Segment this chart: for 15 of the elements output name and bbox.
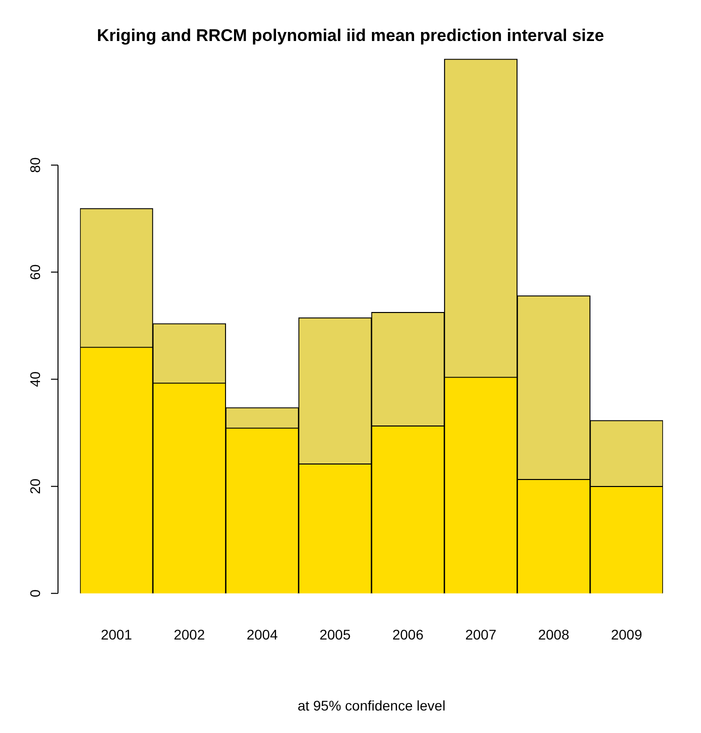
x-tick-label: 2009 bbox=[610, 626, 642, 643]
x-tick-label: 2002 bbox=[174, 626, 206, 643]
x-tick-label: 2005 bbox=[319, 626, 351, 643]
x-tick-label: 2008 bbox=[538, 626, 570, 643]
x-tick-label: 2007 bbox=[465, 626, 497, 643]
x-axis-title: at 95% confidence level bbox=[298, 697, 446, 714]
y-tick-label: 80 bbox=[26, 157, 43, 173]
y-tick-label: 20 bbox=[26, 478, 43, 494]
x-tick-label: 2004 bbox=[246, 626, 278, 643]
x-tick-label: 2001 bbox=[100, 626, 132, 643]
y-tick-label: 40 bbox=[26, 371, 43, 388]
x-tick-label: 2006 bbox=[392, 626, 424, 643]
chart-title: Kriging and RRCM polynomial iid mean prediction interval size bbox=[96, 26, 606, 46]
y-tick-label: 60 bbox=[26, 264, 43, 280]
y-tick-label: 0 bbox=[26, 589, 43, 598]
